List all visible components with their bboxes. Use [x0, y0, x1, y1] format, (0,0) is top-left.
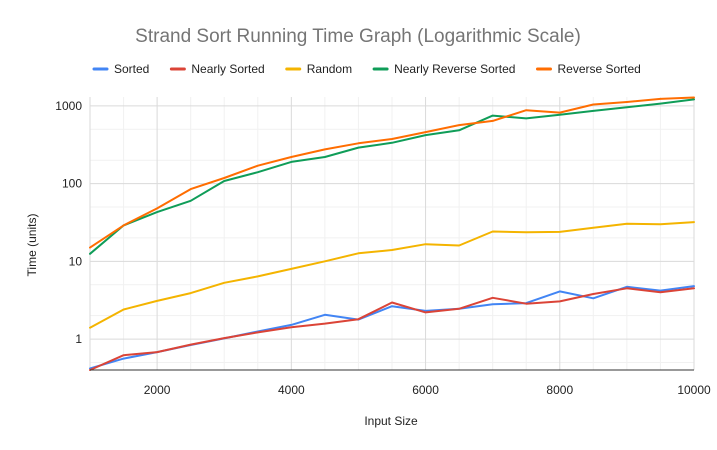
x-tick-label: 6000 [412, 383, 439, 397]
x-tick-label: 8000 [546, 383, 573, 397]
legend-label: Sorted [114, 62, 149, 76]
y-tick-label: 1000 [55, 99, 82, 113]
legend-label: Random [307, 62, 352, 76]
y-tick-label: 1 [75, 332, 82, 346]
x-tick-label: 10000 [677, 383, 711, 397]
x-tick-label: 2000 [144, 383, 171, 397]
series-line-random [89, 221, 695, 329]
legend-label: Nearly Sorted [191, 62, 264, 76]
legend: Sorted Nearly Sorted Random Nearly Reverse … [92, 62, 641, 76]
legend-item-nearly-sorted: Nearly Sorted [169, 62, 265, 76]
legend-item-reverse-sorted: Reverse Sorted [535, 62, 641, 76]
series-line-reverse-sorted [89, 96, 695, 249]
series-lines [89, 96, 695, 371]
series-line-nearly-sorted [89, 287, 695, 371]
y-axis-ticks: 1 10 100 1000 [55, 99, 82, 346]
minor-gridlines [90, 97, 694, 370]
x-axis-label: Input Size [364, 414, 418, 428]
y-tick-label: 10 [69, 254, 83, 268]
y-tick-label: 100 [62, 177, 82, 191]
legend-item-nearly-reverse-sorted: Nearly Reverse Sorted [372, 62, 515, 76]
major-gridlines [89, 97, 695, 370]
legend-label: Nearly Reverse Sorted [394, 62, 515, 76]
legend-item-random: Random [285, 62, 352, 76]
legend-label: Reverse Sorted [557, 62, 640, 76]
x-axis-ticks: 2000 4000 6000 8000 10000 [144, 383, 711, 397]
x-tick-label: 4000 [278, 383, 305, 397]
series-line-nearly-reverse-sorted [89, 98, 695, 255]
legend-item-sorted: Sorted [92, 62, 149, 76]
chart-title: Strand Sort Running Time Graph (Logarith… [135, 26, 581, 47]
y-axis-label: Time (units) [25, 214, 39, 277]
